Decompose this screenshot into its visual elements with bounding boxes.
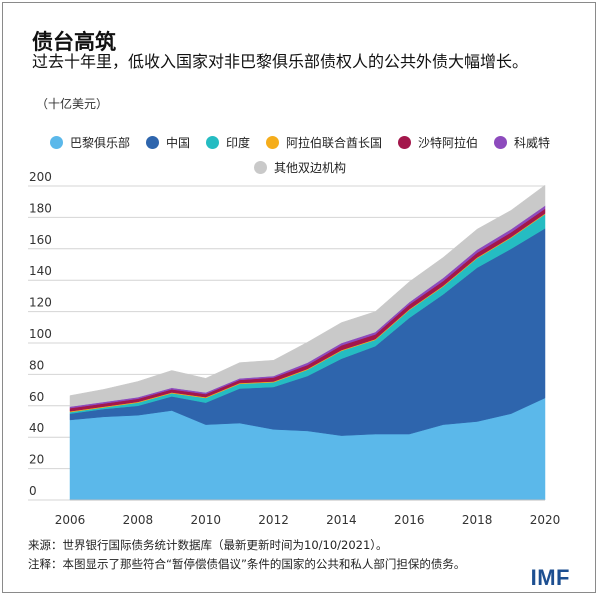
legend-label: 印度	[225, 136, 250, 150]
y-tick-label: 60	[29, 390, 44, 404]
x-tick-label: 2006	[55, 513, 86, 527]
legend-swatch	[398, 136, 412, 149]
legend-label: 沙特阿拉伯	[418, 136, 479, 150]
x-tick-label: 2010	[190, 513, 221, 527]
y-tick-label: 140	[29, 264, 52, 278]
legend-swatch	[266, 136, 279, 149]
x-tick-label: 2014	[326, 513, 357, 527]
y-tick-label: 40	[29, 421, 44, 435]
legend-item: 中国	[145, 134, 190, 151]
legend-swatch	[49, 136, 63, 149]
legend-label: 中国	[165, 136, 190, 150]
x-tick-label: 2018	[462, 513, 493, 527]
legend-item: 巴黎俱乐部	[49, 134, 130, 151]
y-tick-label: 100	[29, 327, 52, 341]
y-tick-label: 200	[29, 170, 52, 184]
y-tick-label: 20	[29, 453, 44, 467]
x-tick-label: 2020	[530, 513, 561, 527]
legend-label: 科威特	[514, 136, 551, 150]
legend-swatch	[205, 136, 219, 149]
x-tick-label: 2008	[123, 513, 154, 527]
source-note: 来源：世界银行国际债务统计数据库（最新更新时间为10/10/2021）。	[28, 538, 388, 552]
legend-label: 阿拉伯联合酋长国	[286, 136, 383, 150]
legend: 巴黎俱乐部 中国 印度 阿拉伯联合酋长国 沙特阿拉伯 科威特其他双边机构	[30, 134, 570, 176]
x-tick-label: 2012	[258, 513, 289, 527]
chart-title: 债台高筑	[32, 30, 116, 54]
legend-item: 阿拉伯联合酋长国	[266, 134, 382, 151]
imf-logo: IMF	[530, 565, 570, 590]
legend-label: 巴黎俱乐部	[69, 136, 130, 150]
legend-item: 沙特阿拉伯	[398, 134, 478, 151]
x-tick-label: 2016	[394, 513, 425, 527]
footnote: 注释：本图显示了那些符合“暂停偿债倡议”条件的国家的公共和私人部门担保的债务。	[28, 557, 466, 571]
legend-label: 其他双边机构	[273, 161, 346, 175]
y-tick-label: 80	[29, 358, 44, 372]
y-tick-label: 0	[29, 484, 37, 498]
legend-swatch	[494, 136, 508, 149]
legend-swatch	[145, 136, 159, 149]
legend-item: 印度	[205, 134, 250, 151]
legend-swatch	[253, 161, 267, 174]
y-tick-label: 120	[29, 296, 52, 310]
chart-subtitle: 过去十年里，低收入国家对非巴黎俱乐部债权人的公共外债大幅增长。	[32, 52, 529, 71]
y-tick-label: 160	[29, 233, 52, 247]
unit-label: （十亿美元）	[36, 97, 109, 111]
area-series-6	[69, 184, 546, 407]
legend-item: 其他双边机构	[253, 159, 346, 176]
legend-item: 科威特	[494, 134, 550, 151]
y-tick-label: 180	[29, 201, 52, 215]
